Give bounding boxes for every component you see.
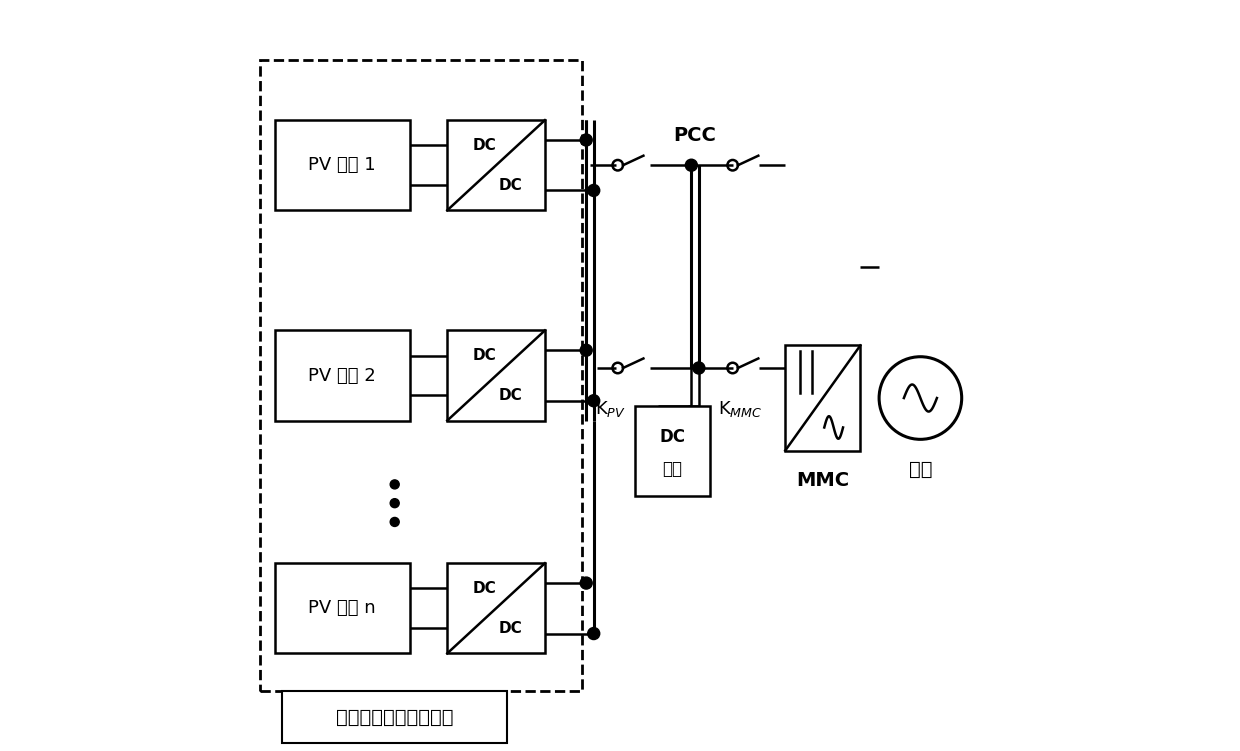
Circle shape (580, 577, 593, 589)
Text: DC: DC (472, 138, 496, 153)
Text: DC: DC (498, 620, 522, 635)
Bar (259, 60, 583, 691)
Bar (274, 563, 409, 653)
Text: 负载: 负载 (662, 460, 682, 478)
Bar (448, 330, 544, 421)
Text: DC: DC (472, 348, 496, 363)
Text: 电网: 电网 (909, 460, 932, 479)
Bar (448, 563, 544, 653)
Bar (274, 120, 409, 210)
Circle shape (391, 480, 399, 489)
Text: MMC: MMC (796, 471, 849, 490)
Text: DC: DC (498, 388, 522, 403)
Text: PV 系统 n: PV 系统 n (309, 599, 376, 617)
Text: DC: DC (660, 428, 686, 446)
Circle shape (588, 628, 600, 640)
Circle shape (693, 362, 704, 374)
Circle shape (588, 185, 600, 197)
Bar (448, 120, 544, 210)
Text: K$_{PV}$: K$_{PV}$ (595, 400, 626, 419)
Bar (274, 330, 409, 421)
Text: PV 系统 1: PV 系统 1 (309, 156, 376, 174)
Text: 多机并联光伏发电系统: 多机并联光伏发电系统 (336, 707, 454, 727)
Circle shape (588, 395, 600, 407)
Bar (785, 345, 861, 451)
Text: K$_{MMC}$: K$_{MMC}$ (718, 400, 763, 419)
Bar (635, 406, 711, 496)
Circle shape (391, 499, 399, 508)
Text: DC: DC (498, 177, 522, 192)
Circle shape (686, 159, 697, 171)
Text: PCC: PCC (673, 125, 717, 145)
Circle shape (580, 134, 593, 146)
Text: DC: DC (472, 581, 496, 596)
Bar (281, 691, 507, 743)
Circle shape (391, 517, 399, 526)
Circle shape (580, 344, 593, 356)
Text: PV 系统 2: PV 系统 2 (309, 366, 376, 385)
